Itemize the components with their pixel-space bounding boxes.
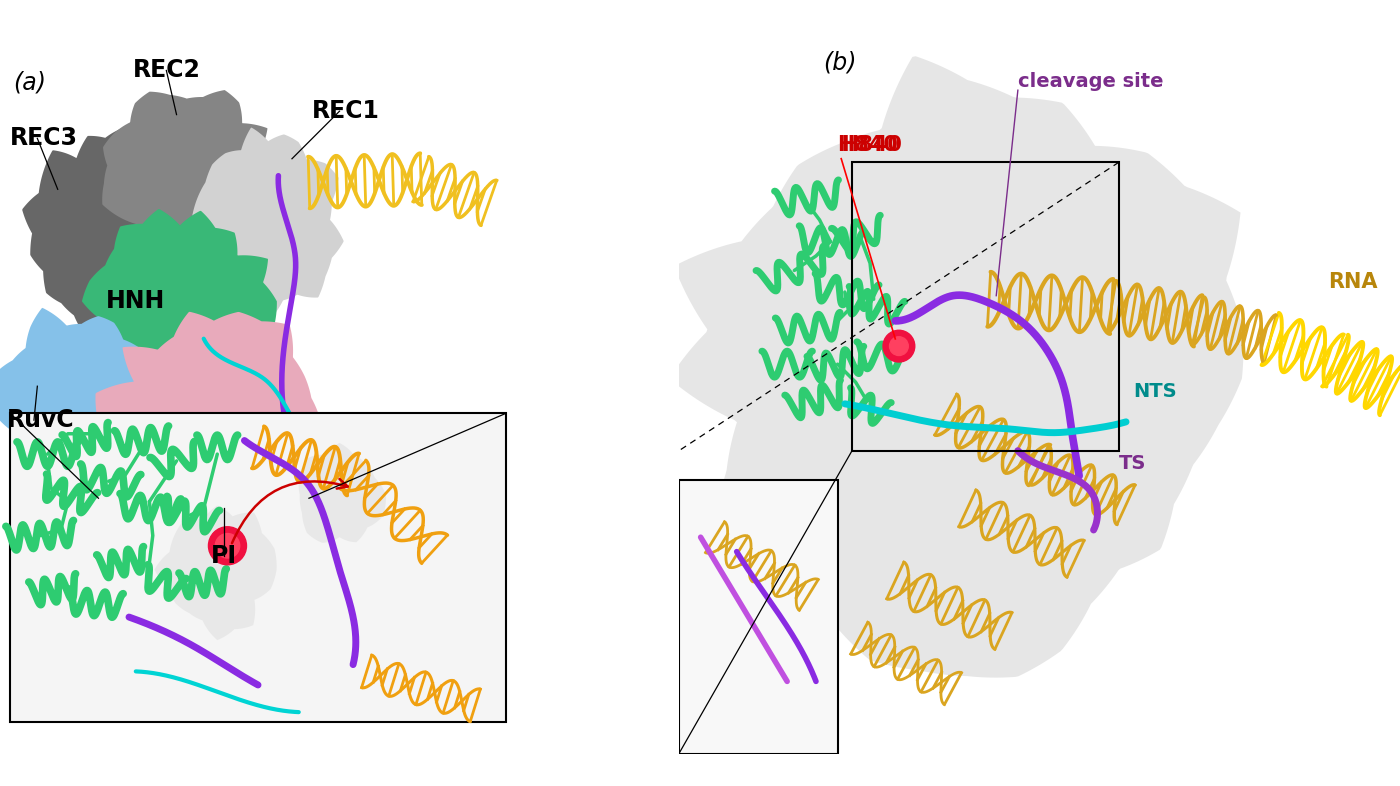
Text: H840: H840 xyxy=(837,135,899,156)
Polygon shape xyxy=(0,308,168,489)
Text: PI: PI xyxy=(211,544,237,568)
Bar xyxy=(10,413,505,722)
Text: H840: H840 xyxy=(841,135,902,156)
FancyArrowPatch shape xyxy=(232,479,347,543)
Circle shape xyxy=(889,336,909,355)
Polygon shape xyxy=(298,443,386,543)
Polygon shape xyxy=(22,127,192,337)
Polygon shape xyxy=(102,90,272,251)
Bar xyxy=(679,479,837,754)
Text: REC2: REC2 xyxy=(133,58,200,83)
Circle shape xyxy=(209,527,246,565)
Text: (a): (a) xyxy=(14,71,46,94)
Polygon shape xyxy=(154,505,277,640)
Text: NTS: NTS xyxy=(1133,382,1177,401)
Text: cleavage site: cleavage site xyxy=(1018,72,1163,90)
Text: HNH: HNH xyxy=(106,289,165,314)
Text: REC1: REC1 xyxy=(312,99,381,123)
Bar xyxy=(853,162,1119,450)
Polygon shape xyxy=(669,57,1243,678)
Text: REC3: REC3 xyxy=(10,127,78,150)
Polygon shape xyxy=(83,209,277,399)
Polygon shape xyxy=(189,127,343,321)
Text: RuvC: RuvC xyxy=(7,408,74,432)
Circle shape xyxy=(883,330,914,362)
Polygon shape xyxy=(95,312,329,527)
Circle shape xyxy=(216,534,239,558)
Text: RNA: RNA xyxy=(1327,273,1378,292)
Text: (b): (b) xyxy=(823,50,857,75)
Text: TS: TS xyxy=(1119,454,1147,472)
